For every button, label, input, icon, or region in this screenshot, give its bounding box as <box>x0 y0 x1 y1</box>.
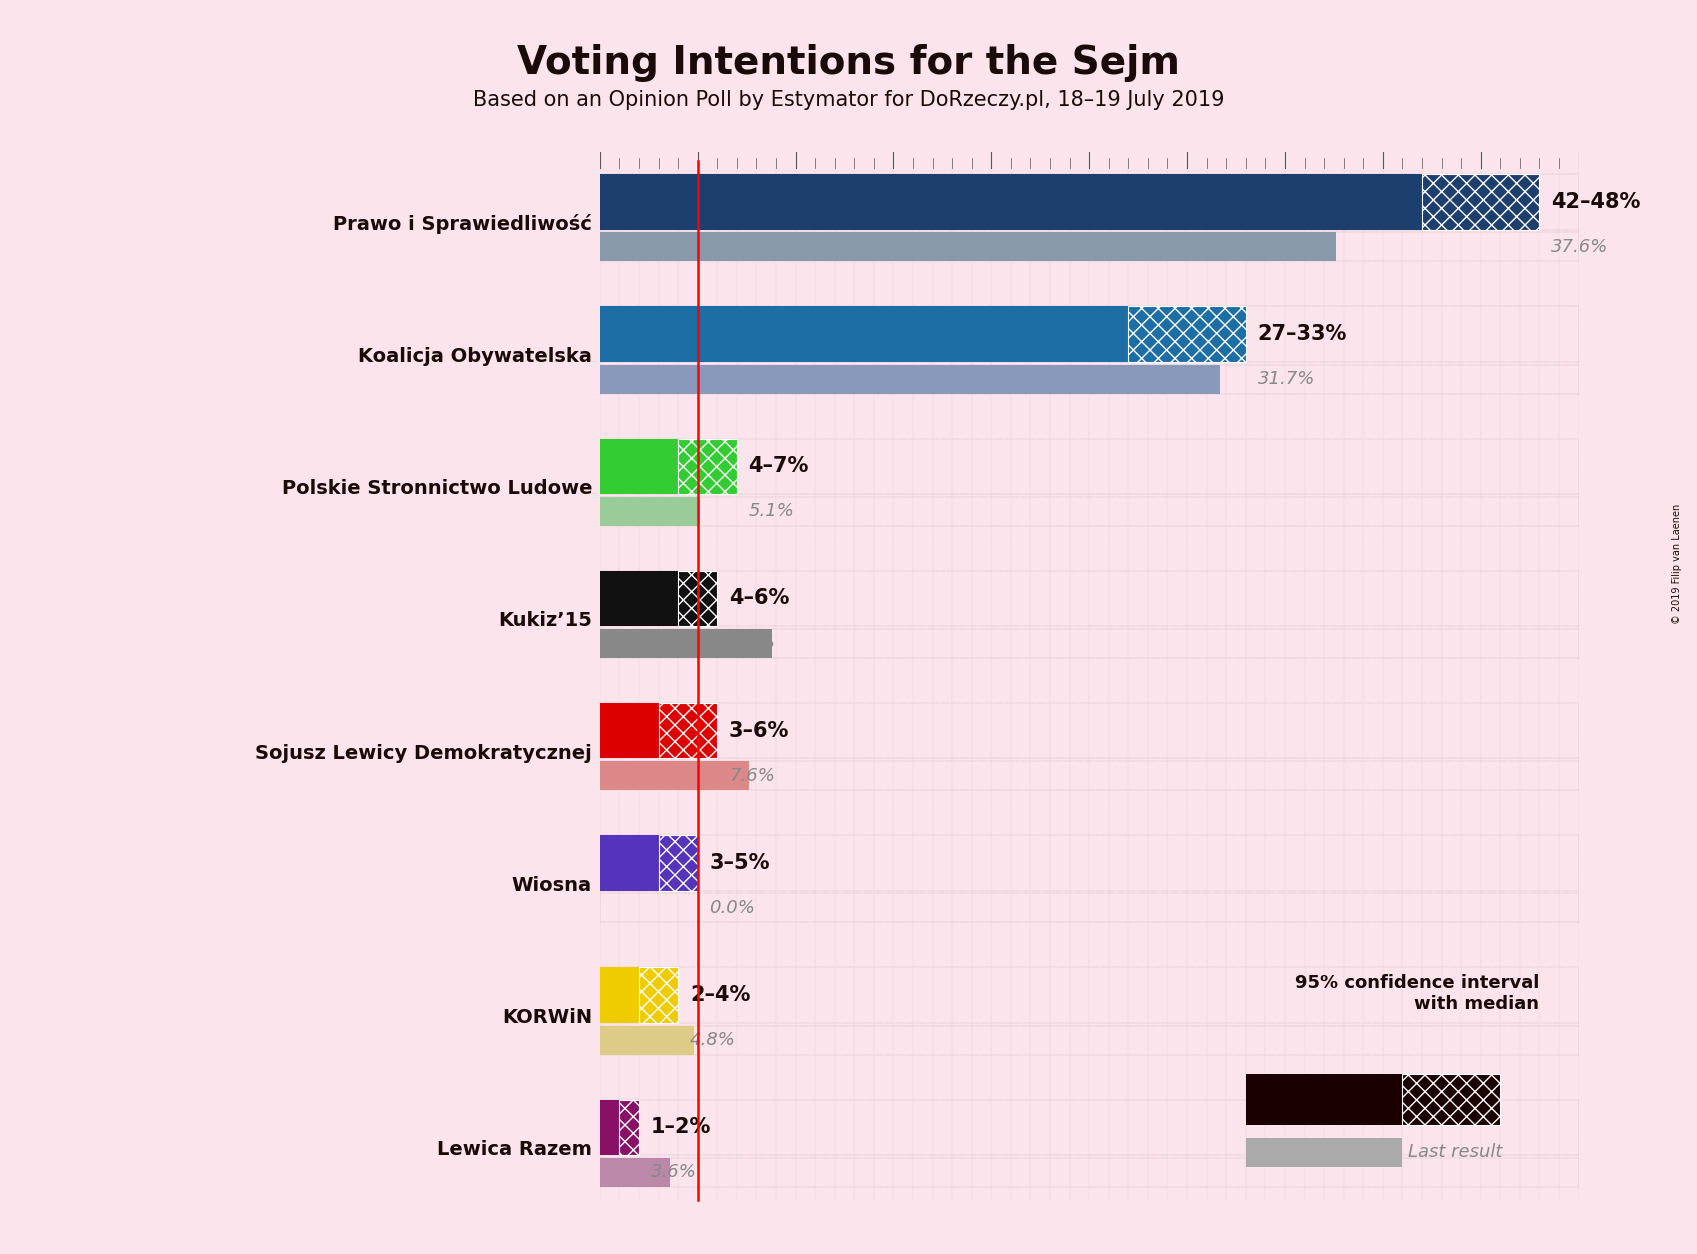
Bar <box>599 232 1336 261</box>
Text: 27–33%: 27–33% <box>1257 324 1347 344</box>
Text: 8.8%: 8.8% <box>730 635 776 652</box>
Text: 42–48%: 42–48% <box>1551 192 1641 212</box>
Bar <box>1246 1075 1402 1125</box>
Bar <box>599 1157 1578 1186</box>
Bar <box>599 306 1578 362</box>
Bar <box>599 893 1578 923</box>
Text: © 2019 Filip van Laenen: © 2019 Filip van Laenen <box>1672 504 1682 624</box>
Bar <box>640 967 679 1023</box>
Bar <box>658 703 718 759</box>
Text: Wiosna: Wiosna <box>512 875 592 895</box>
Bar <box>599 439 1578 494</box>
Text: 3–5%: 3–5% <box>709 853 770 873</box>
Bar <box>1129 306 1246 362</box>
Bar <box>599 439 679 494</box>
Bar <box>599 306 1129 362</box>
Bar <box>599 967 640 1023</box>
Text: Kukiz’15: Kukiz’15 <box>499 612 592 631</box>
Bar <box>599 1157 670 1186</box>
Text: 7.6%: 7.6% <box>730 766 776 785</box>
Text: Sojusz Lewicy Demokratycznej: Sojusz Lewicy Demokratycznej <box>255 744 592 762</box>
Bar <box>599 1026 1578 1055</box>
Text: 95% confidence interval
with median: 95% confidence interval with median <box>1295 974 1539 1013</box>
Bar <box>599 630 1578 658</box>
Bar <box>599 365 1578 394</box>
Bar <box>599 703 1578 759</box>
Text: Polskie Stronnictwo Ludowe: Polskie Stronnictwo Ludowe <box>282 479 592 498</box>
Text: 37.6%: 37.6% <box>1551 238 1609 256</box>
Text: 3–6%: 3–6% <box>730 721 789 741</box>
Bar <box>599 497 1578 525</box>
Bar <box>619 1100 640 1155</box>
Bar <box>599 365 1220 394</box>
Bar <box>679 571 718 626</box>
Bar <box>1246 1137 1402 1167</box>
Bar <box>599 571 679 626</box>
Bar <box>599 1100 1578 1155</box>
Bar <box>599 967 1578 1023</box>
Bar <box>599 1100 619 1155</box>
Bar <box>599 174 1422 229</box>
Text: 4.8%: 4.8% <box>691 1031 736 1050</box>
Bar <box>599 497 699 525</box>
Bar <box>599 761 748 790</box>
Bar <box>679 439 736 494</box>
Bar <box>599 703 658 759</box>
Text: Based on an Opinion Poll by Estymator for DoRzeczy.pl, 18–19 July 2019: Based on an Opinion Poll by Estymator fo… <box>473 90 1224 110</box>
Bar <box>599 571 1578 626</box>
Text: Voting Intentions for the Sejm: Voting Intentions for the Sejm <box>518 44 1179 82</box>
Bar <box>599 630 772 658</box>
Text: KORWiN: KORWiN <box>502 1008 592 1027</box>
Bar <box>599 835 1578 890</box>
Text: 0.0%: 0.0% <box>709 899 755 917</box>
Text: 4–6%: 4–6% <box>730 588 789 608</box>
Text: 1–2%: 1–2% <box>650 1117 711 1137</box>
Text: 5.1%: 5.1% <box>748 503 794 520</box>
Bar <box>1422 174 1539 229</box>
Text: 31.7%: 31.7% <box>1257 370 1315 387</box>
Bar <box>599 174 1578 229</box>
Bar <box>599 835 658 890</box>
Text: 4–7%: 4–7% <box>748 456 809 477</box>
Text: Koalicja Obywatelska: Koalicja Obywatelska <box>358 347 592 366</box>
Bar <box>658 835 697 890</box>
Bar <box>599 232 1578 261</box>
Text: Lewica Razem: Lewica Razem <box>438 1140 592 1159</box>
Text: Prawo i Sprawiedliwość: Prawo i Sprawiedliwość <box>333 214 592 234</box>
Text: 3.6%: 3.6% <box>650 1164 696 1181</box>
Bar <box>599 761 1578 790</box>
Text: 2–4%: 2–4% <box>691 986 750 1006</box>
Text: Last result: Last result <box>1409 1144 1502 1161</box>
Bar <box>1402 1075 1500 1125</box>
Bar <box>599 1026 694 1055</box>
